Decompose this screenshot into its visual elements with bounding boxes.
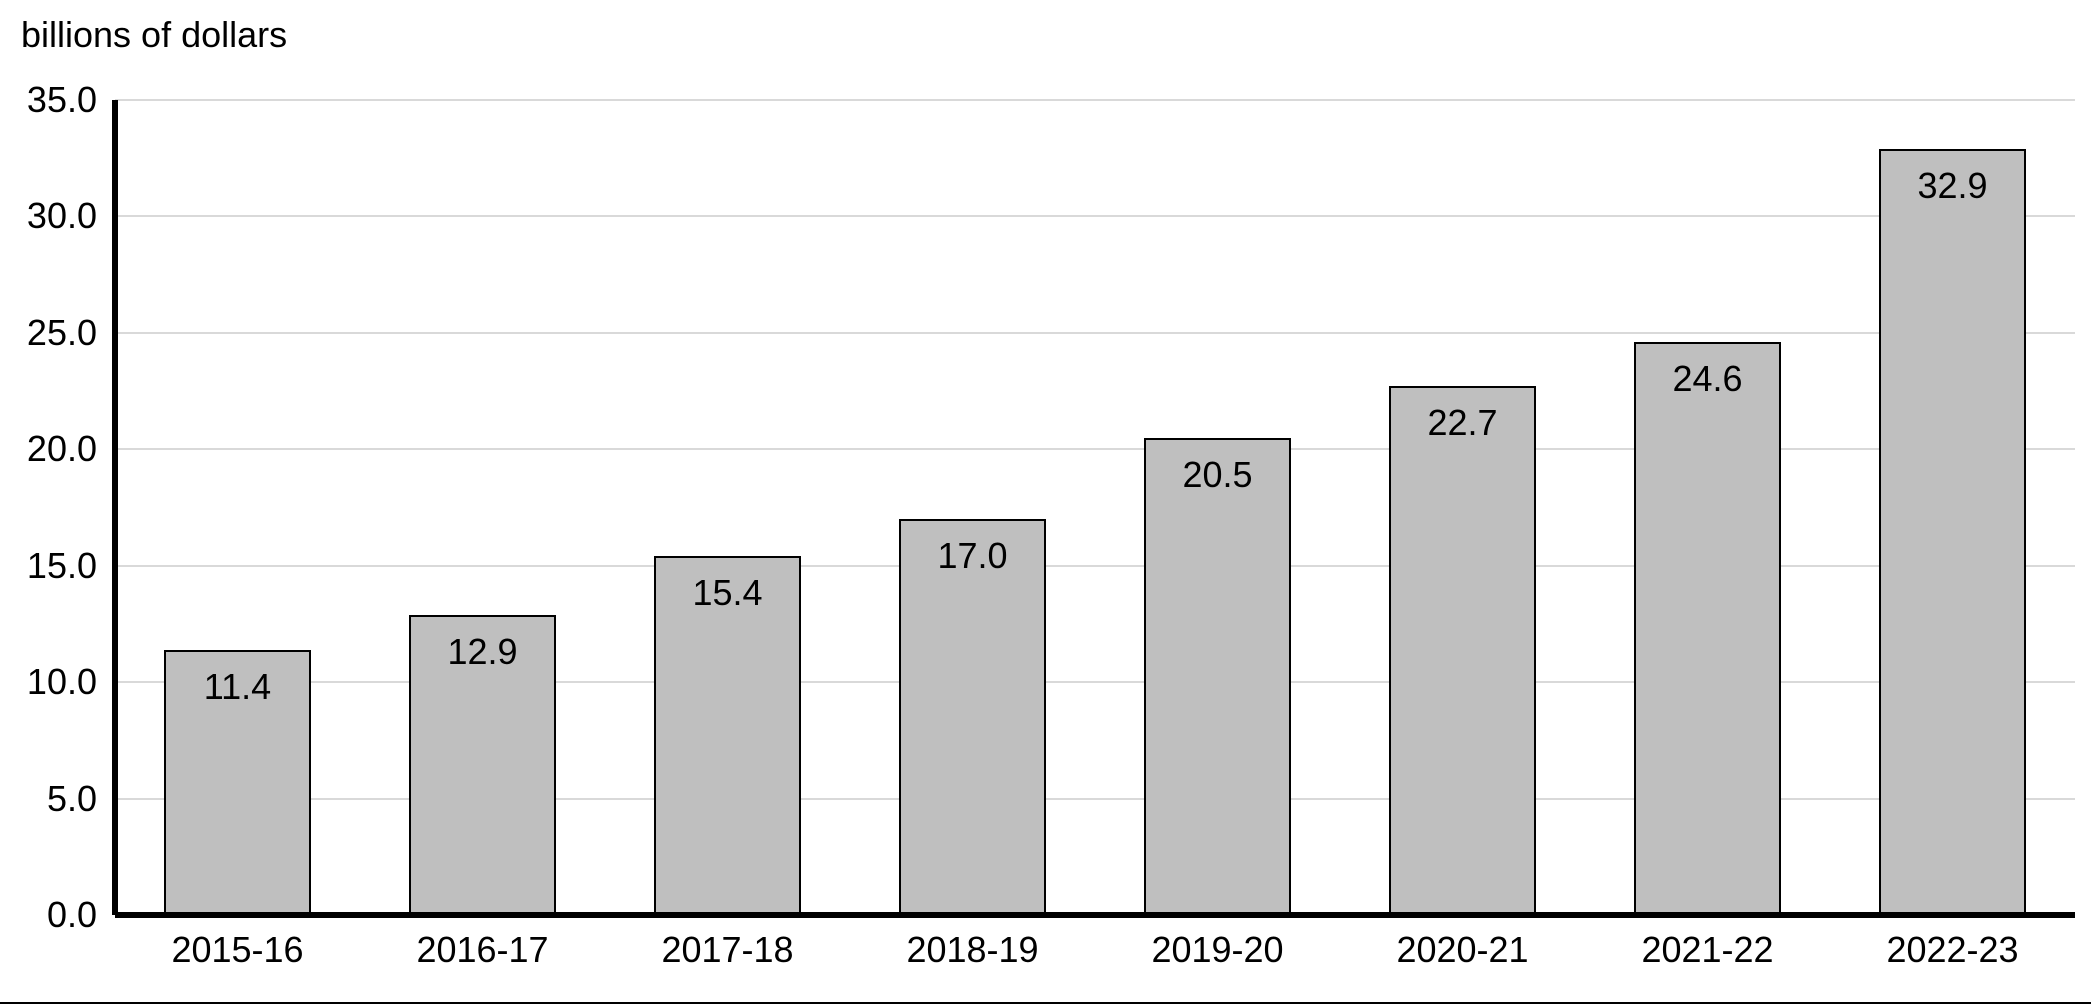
x-axis-line — [115, 912, 2075, 918]
plot-area: 0.05.010.015.020.025.030.035.011.42015-1… — [115, 100, 2075, 915]
gridline — [115, 215, 2075, 217]
bar: 12.9 — [409, 615, 556, 915]
x-tick-label: 2017-18 — [661, 915, 793, 971]
y-tick-label: 0.0 — [47, 894, 115, 936]
x-tick-label: 2021-22 — [1641, 915, 1773, 971]
bar-value-label: 11.4 — [204, 666, 271, 708]
x-tick-label: 2020-21 — [1396, 915, 1528, 971]
bar: 11.4 — [164, 650, 311, 915]
bar-value-label: 17.0 — [937, 535, 1007, 577]
y-tick-label: 10.0 — [27, 661, 115, 703]
bar: 15.4 — [654, 556, 801, 915]
y-axis-title: billions of dollars — [21, 14, 287, 56]
x-tick-label: 2016-17 — [416, 915, 548, 971]
y-tick-label: 15.0 — [27, 545, 115, 587]
y-tick-label: 20.0 — [27, 428, 115, 470]
x-tick-label: 2018-19 — [906, 915, 1038, 971]
gridline — [115, 448, 2075, 450]
bar-value-label: 24.6 — [1672, 358, 1742, 400]
bar-value-label: 32.9 — [1917, 165, 1987, 207]
bar: 20.5 — [1144, 438, 1291, 915]
bar-value-label: 20.5 — [1182, 454, 1252, 496]
bar-chart: billions of dollars 0.05.010.015.020.025… — [0, 0, 2091, 1004]
bar: 24.6 — [1634, 342, 1781, 915]
bar: 22.7 — [1389, 386, 1536, 915]
y-tick-label: 25.0 — [27, 312, 115, 354]
bar-value-label: 12.9 — [447, 631, 517, 673]
gridline — [115, 332, 2075, 334]
y-tick-label: 30.0 — [27, 195, 115, 237]
x-tick-label: 2015-16 — [171, 915, 303, 971]
y-tick-label: 35.0 — [27, 79, 115, 121]
gridline — [115, 99, 2075, 101]
gridline — [115, 565, 2075, 567]
bar: 17.0 — [899, 519, 1046, 915]
x-tick-label: 2019-20 — [1151, 915, 1283, 971]
bar: 32.9 — [1879, 149, 2026, 915]
x-tick-label: 2022-23 — [1886, 915, 2018, 971]
bar-value-label: 22.7 — [1427, 402, 1497, 444]
bar-value-label: 15.4 — [692, 572, 762, 614]
y-axis-line — [112, 100, 118, 915]
y-tick-label: 5.0 — [47, 778, 115, 820]
